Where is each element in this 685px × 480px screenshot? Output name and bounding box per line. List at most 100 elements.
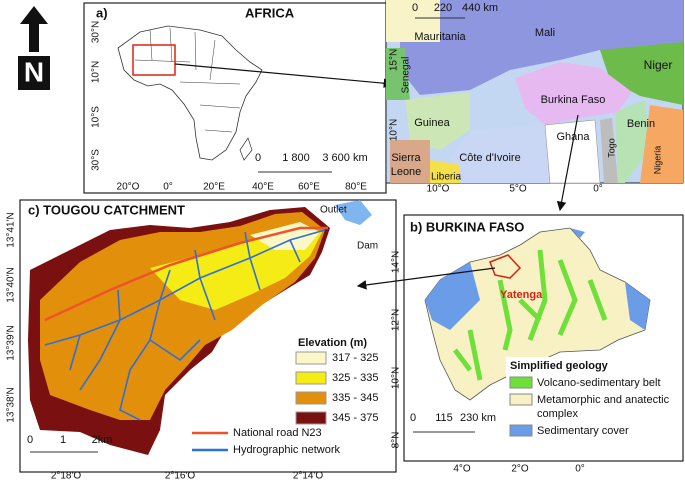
sedimentary [625,282,650,330]
legend-label: 317 - 325 [332,352,378,364]
lon-label: 4°O [453,464,471,475]
niger [600,42,683,105]
lat-label: 14°N [391,251,402,273]
panel-c: c) TOUGOU CATCHMENT Outlet Dam 13°41'N13… [6,199,397,480]
legend-swatch [509,376,533,389]
sedimentary [425,262,480,330]
lon-label: 0° [575,464,585,475]
lon-label: 0° [163,182,173,193]
lat-label: 12°N [391,309,402,331]
region-label: Yatenga [500,289,543,301]
legend-label: 335 - 345 [332,392,378,404]
lat-label: 13°40'N [6,267,17,302]
outlet-label: Outlet [320,205,347,216]
legend-label: Volcano-sedimentary belt [537,377,661,389]
country-label: Burkina Faso [541,94,606,106]
panel-title: c) TOUGOU CATCHMENT [28,202,185,217]
lon-label: 2°O [511,464,529,475]
inset: Mauritania Mali Niger Senegal Burkina Fa… [385,0,684,212]
arrow [174,63,394,89]
ghana [544,119,601,184]
lon-label: 20°E [203,182,225,193]
panel-label: a) [96,5,108,20]
lat-label: 10°S [91,106,102,128]
liberia [430,160,460,183]
country-label: Mauritania [414,31,466,43]
legend-label: National road N23 [233,427,322,439]
benin [615,100,650,183]
nigeria [640,105,683,183]
country-label: Guinea [414,117,450,129]
legend-label: 345 - 375 [332,412,378,424]
scale-label: 230 km [460,412,496,424]
legend-title: Elevation (m) [298,337,367,349]
legend-label: Hydrographic network [233,444,340,456]
burkina [515,62,632,125]
panel-a: a) AFRICA 30°N 10°N 10°S 30°S 20°O 0° 20°E 40°E… [83,2,394,194]
lat-label: 13°41'N [6,212,17,247]
north-arrow: N [18,6,50,90]
lat-label: 30°S [91,149,102,171]
cote-divoire [450,125,550,183]
arrow [556,114,579,212]
inset-box [132,44,176,76]
country-label: Niger [644,58,673,72]
sedimentary [570,228,585,238]
legend-swatch [295,391,327,405]
yatenga [489,254,522,279]
scale-label: 1 [60,434,66,446]
lon-label: 60°E [298,182,320,193]
togo [600,118,618,183]
lon-label: 0° [593,184,603,195]
rivers [44,229,326,421]
scale-label: 0 [412,2,418,14]
country-label: Togo [606,138,616,158]
arrow [356,267,496,290]
lon-label: 20°O [117,182,140,193]
scale-label: 3 600 km [322,152,367,164]
legend-label: complex [537,408,578,420]
lat-label: 10°N [391,367,402,389]
legend-title: Simplified geology [510,360,609,372]
dam-label: Dam [357,241,378,252]
lon-label: 5°O [509,184,527,195]
scale-label: 2km [92,434,113,446]
panel-title: b) BURKINA FASO [410,219,524,234]
legend-label: Metamorphic and anatectic [537,394,670,406]
scale-label: 440 km [462,2,498,14]
scale-label: 0 [255,152,261,164]
lon-label: 2°14'O [293,471,324,480]
lat-label: 10°N [91,61,102,83]
lon-label: 2°16'O [165,471,196,480]
country-label: Liberia [431,172,461,183]
road [44,226,328,322]
country-label: Leone [391,166,422,178]
madagascar [239,137,253,161]
scale-label: 115 [435,412,453,424]
sierra-leone [390,140,430,183]
panel-b: Yatenga b) BURKINA FASO 14°N 12°N 10°N 8°N 4… [356,214,684,475]
country-label: Nigeria [652,146,662,175]
country-label: Sierra [391,152,421,164]
lat-label: 13°39'N [6,325,17,360]
legend-swatch [295,371,327,385]
mali [400,0,683,95]
africa [117,25,263,161]
lat-label: 30°N [91,21,102,43]
lat-label: 8°N [391,432,402,449]
lat-label: 13°38'N [6,387,17,422]
scale-label: 220 [434,2,452,14]
legend-swatch [295,351,327,365]
legend-swatch [295,411,327,425]
lon-label: 10°O [427,184,450,195]
lon-label: 40°E [252,182,274,193]
lon-label: 2°18'O [51,471,82,480]
scale-label: 0 [410,412,416,424]
north-label: N [24,56,44,87]
country-label: Senegal [401,57,412,94]
reservoir [335,200,372,225]
lat-label: 10°N [389,119,400,141]
lat-label: 15°N [389,49,400,71]
panel-title: AFRICA [245,5,295,20]
legend-label: Sedimentary cover [537,425,629,437]
